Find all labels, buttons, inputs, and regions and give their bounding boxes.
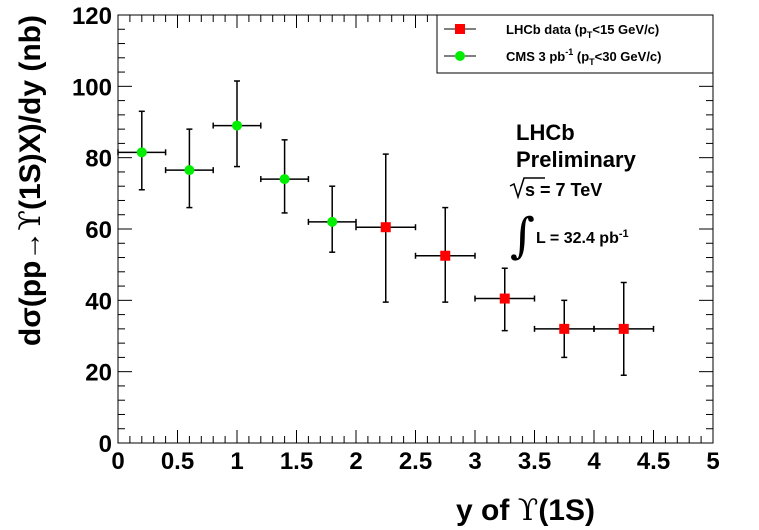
data-point	[212, 80, 262, 168]
x-tick-label: 0	[111, 448, 124, 475]
legend-box	[436, 14, 714, 74]
data-point	[355, 153, 417, 303]
x-tick-label: 0.5	[161, 448, 194, 475]
legend: LHCb data (pT<15 GeV/c) CMS 3 pb-1 (pT<3…	[436, 14, 714, 74]
legend-entry-lhcb: LHCb data (pT<15 GeV/c)	[444, 22, 659, 40]
data-point	[533, 299, 595, 359]
y-tick-label: 120	[72, 3, 112, 30]
annotation-energy: s = 7 TeV	[525, 180, 602, 200]
x-tick-label: 1.5	[280, 448, 313, 475]
y-tick-label: 40	[85, 288, 112, 315]
circle-marker	[184, 165, 195, 176]
x-tick-label: 2.5	[399, 448, 432, 475]
square-marker	[499, 293, 510, 304]
data-point	[260, 139, 310, 214]
y-tick-label: 20	[85, 360, 112, 387]
square-marker	[440, 250, 451, 261]
data-points	[117, 80, 655, 376]
square-marker	[559, 323, 570, 334]
data-point	[593, 281, 655, 376]
x-tick-label: 1	[230, 448, 243, 475]
data-point	[117, 110, 167, 191]
square-marker	[380, 222, 391, 233]
annotation-preliminary: Preliminary	[516, 147, 637, 172]
data-point	[164, 128, 214, 209]
annotation-luminosity: L = 32.4 pb-1	[536, 228, 629, 247]
sqrt-sign-icon	[509, 177, 545, 200]
y-tick-label: 100	[72, 74, 112, 101]
tick-labels: 0 0.5 1 1.5 2 2.5 3 3.5 4 4.5 5 0 20 40 60 80 100 120	[72, 3, 720, 475]
legend-cms-marker	[455, 51, 465, 61]
lhcb-annotation: LHCb Preliminary s = 7 TeV ∫ L = 32.4 pb…	[509, 120, 637, 264]
square-marker	[618, 323, 629, 334]
data-point	[474, 267, 536, 332]
data-point	[307, 185, 357, 253]
integral-sign-icon: ∫	[510, 208, 535, 264]
y-tick-label: 60	[85, 217, 112, 244]
circle-marker	[327, 216, 338, 227]
y-tick-label: 80	[85, 146, 112, 173]
circle-marker	[136, 147, 147, 158]
circle-marker	[232, 120, 242, 131]
legend-cms-label: CMS 3 pb-1 (pT<30 GeV/c)	[506, 47, 662, 67]
x-tick-label: 3	[468, 448, 481, 475]
y-axis-title: dσ(pp→ϒ(1S)X)/dy (nb)	[13, 15, 48, 346]
legend-lhcb-label: LHCb data (pT<15 GeV/c)	[506, 22, 659, 40]
legend-entry-cms: CMS 3 pb-1 (pT<30 GeV/c)	[444, 47, 662, 67]
x-tick-label: 2	[349, 448, 362, 475]
y-tick-label: 0	[99, 431, 112, 458]
x-tick-label: 4	[587, 448, 601, 475]
x-tick-label: 3.5	[518, 448, 551, 475]
legend-lhcb-marker	[455, 24, 465, 34]
x-tick-label: 4.5	[637, 448, 670, 475]
x-axis-title: y of ϒ(1S)	[456, 493, 595, 528]
circle-marker	[279, 174, 290, 185]
annotation-lhcb: LHCb	[516, 120, 575, 145]
x-tick-label: 5	[706, 448, 719, 475]
data-point	[414, 206, 476, 303]
